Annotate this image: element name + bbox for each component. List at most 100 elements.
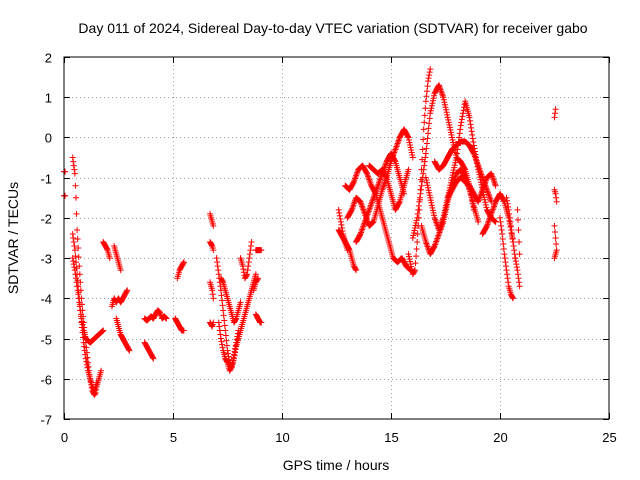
data-point: [420, 136, 427, 143]
data-point: [508, 230, 515, 237]
data-point: [450, 139, 457, 146]
data-point: [482, 199, 489, 206]
data-point: [232, 316, 239, 323]
data-point: [71, 264, 78, 271]
data-point: [508, 226, 515, 233]
data-point: [497, 214, 503, 221]
data-point: [405, 166, 412, 173]
data-point: [453, 150, 460, 157]
data-point: [414, 214, 421, 221]
data-point: [420, 126, 427, 133]
data-point: [252, 271, 259, 278]
data-point: [498, 226, 505, 233]
data-point: [244, 267, 251, 274]
data-point: [467, 121, 474, 128]
data-point: [336, 209, 343, 216]
data-point: [383, 173, 390, 180]
data-point: [422, 98, 429, 105]
data-point: [221, 317, 228, 324]
data-point: [93, 379, 100, 386]
data-point: [413, 219, 420, 226]
data-point: [444, 111, 451, 118]
data-point: [441, 99, 448, 106]
data-point: [516, 239, 523, 246]
data-point: [411, 267, 418, 274]
data-point: [440, 216, 447, 223]
data-point: [443, 206, 450, 213]
data-point: [426, 120, 433, 127]
data-point: [451, 164, 458, 171]
data-point: [81, 347, 88, 354]
data-point: [409, 154, 416, 161]
data-point: [515, 226, 522, 233]
data-point: [429, 207, 436, 214]
data-point: [407, 141, 414, 148]
data-point: [551, 114, 558, 121]
data-point: [217, 335, 224, 342]
data-point: [83, 358, 90, 365]
data-point: [76, 299, 83, 306]
data-point: [72, 275, 79, 282]
data-point: [218, 338, 225, 345]
data-point: [425, 75, 432, 82]
data-point: [421, 119, 428, 126]
data-point: [248, 239, 255, 246]
x-tick-label: 10: [275, 430, 289, 445]
data-point: [504, 271, 511, 278]
y-tick-label: 0: [45, 131, 52, 146]
axis-ticks: 0 5 10 15 20 25 -7 -6 -5 -4 -3 -2 -1 0 1 2: [40, 51, 616, 446]
data-point: [420, 166, 427, 173]
data-point: [457, 122, 464, 129]
data-point: [62, 192, 69, 199]
grid-lines: [64, 57, 609, 419]
data-point: [337, 218, 344, 225]
data-point: [509, 294, 516, 301]
data-point: [467, 117, 474, 124]
x-tick-label: 25: [602, 430, 616, 445]
data-point: [213, 255, 220, 262]
data-point: [428, 199, 435, 206]
data-point: [408, 149, 415, 156]
data-point: [239, 263, 246, 270]
data-point: [411, 227, 418, 234]
data-point: [426, 192, 433, 199]
data-point: [458, 119, 465, 126]
data-point: [77, 307, 84, 314]
data-point: [409, 235, 416, 241]
data-point: [431, 212, 438, 219]
data-point: [430, 95, 437, 102]
data-point: [481, 196, 488, 203]
data-point: [506, 210, 513, 217]
data-point: [210, 319, 217, 326]
data-point: [414, 230, 421, 237]
data-point: [441, 211, 448, 218]
data-point: [421, 162, 428, 169]
data-point: [413, 253, 420, 260]
data-point: [409, 152, 416, 159]
data-point: [218, 292, 225, 299]
data-point: [407, 144, 414, 151]
data-point: [424, 182, 431, 189]
data-point: [552, 235, 559, 241]
data-point: [412, 260, 419, 267]
data-point: [247, 247, 254, 254]
data-point: [459, 110, 466, 117]
data-point: [229, 357, 236, 364]
x-axis-label: GPS time / hours: [283, 457, 390, 473]
data-point: [350, 179, 357, 186]
data-point: [425, 130, 432, 137]
data-point: [413, 246, 420, 253]
data-point: [428, 102, 435, 109]
data-point: [456, 134, 463, 141]
data-point: [247, 243, 254, 250]
data-point: [510, 243, 517, 250]
data-point: [219, 344, 226, 351]
data-point: [431, 92, 438, 99]
data-point: [423, 88, 430, 95]
data-point: [408, 263, 415, 270]
data-point: [217, 331, 224, 338]
data-point: [512, 258, 519, 265]
data-point: [468, 128, 475, 135]
data-point: [69, 154, 76, 161]
data-point: [75, 295, 82, 302]
